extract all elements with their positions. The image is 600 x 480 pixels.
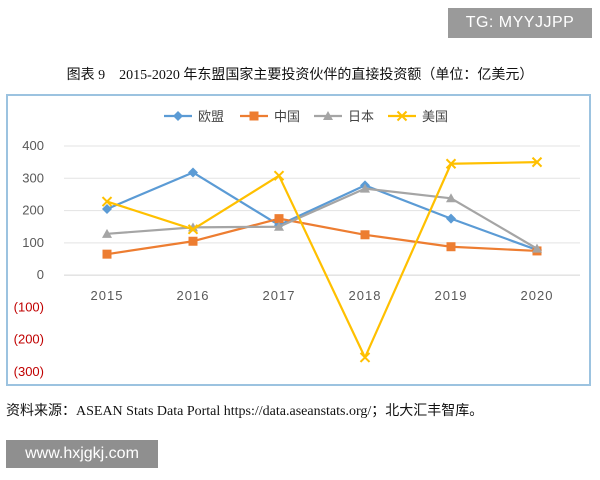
data-point <box>102 203 112 214</box>
y-tick-label: 200 <box>22 203 44 218</box>
y-tick-label: (300) <box>14 364 44 379</box>
x-tick-label: 2017 <box>263 288 296 303</box>
legend-label: 日本 <box>348 110 374 125</box>
series-line <box>106 217 538 256</box>
data-point <box>274 221 284 231</box>
legend-marker <box>173 111 183 121</box>
data-point <box>446 193 456 203</box>
watermark-top: TG: MYYJJPP <box>448 8 592 38</box>
y-tick-label: 400 <box>22 138 44 153</box>
x-tick-label: 2015 <box>91 288 124 303</box>
data-point <box>446 242 456 252</box>
y-tick-label: (100) <box>14 299 44 314</box>
legend-marker <box>396 110 408 122</box>
data-point <box>532 243 542 253</box>
data-point <box>187 224 199 235</box>
y-tick-label: 0 <box>37 267 44 282</box>
data-point <box>274 214 284 224</box>
data-point <box>445 158 457 169</box>
data-point <box>531 156 543 168</box>
series-line <box>106 171 538 251</box>
data-point <box>102 228 112 238</box>
data-point <box>360 230 370 240</box>
line-chart: 400 300 200 100 0 (100) (200) (300) 2015 2016 2017… <box>14 110 580 379</box>
y-tick-label: 100 <box>22 235 44 250</box>
legend-label: 欧盟 <box>198 110 224 125</box>
x-tick-label: 2018 <box>349 288 382 303</box>
y-tick-label: 300 <box>22 170 44 185</box>
legend-marker <box>323 111 333 120</box>
data-point <box>188 236 198 246</box>
data-point <box>273 170 285 181</box>
data-point <box>446 213 456 224</box>
legend-label: 美国 <box>422 110 448 125</box>
x-tick-label: 2019 <box>435 288 468 303</box>
chart-frame: 400 300 200 100 0 (100) (200) (300) 2015 2016 2017… <box>6 94 591 386</box>
data-point <box>101 196 113 207</box>
source-note: 资料来源：ASEAN Stats Data Portal https://dat… <box>6 404 484 419</box>
data-point <box>359 352 371 363</box>
series-line <box>106 161 538 359</box>
data-point <box>188 167 198 178</box>
legend-marker <box>249 111 259 121</box>
figure-title: 图表 9 2015-2020 年东盟国家主要投资伙伴的直接投资额（单位：亿美元） <box>66 68 534 83</box>
x-tick-label: 2016 <box>177 288 210 303</box>
x-tick-label: 2020 <box>521 288 554 303</box>
legend-label: 中国 <box>274 110 300 125</box>
data-point <box>360 183 370 193</box>
watermark-bottom: www.hxjgkj.com <box>6 440 158 468</box>
series-line <box>106 187 538 250</box>
y-tick-label: (200) <box>14 332 44 347</box>
data-point <box>102 249 112 259</box>
